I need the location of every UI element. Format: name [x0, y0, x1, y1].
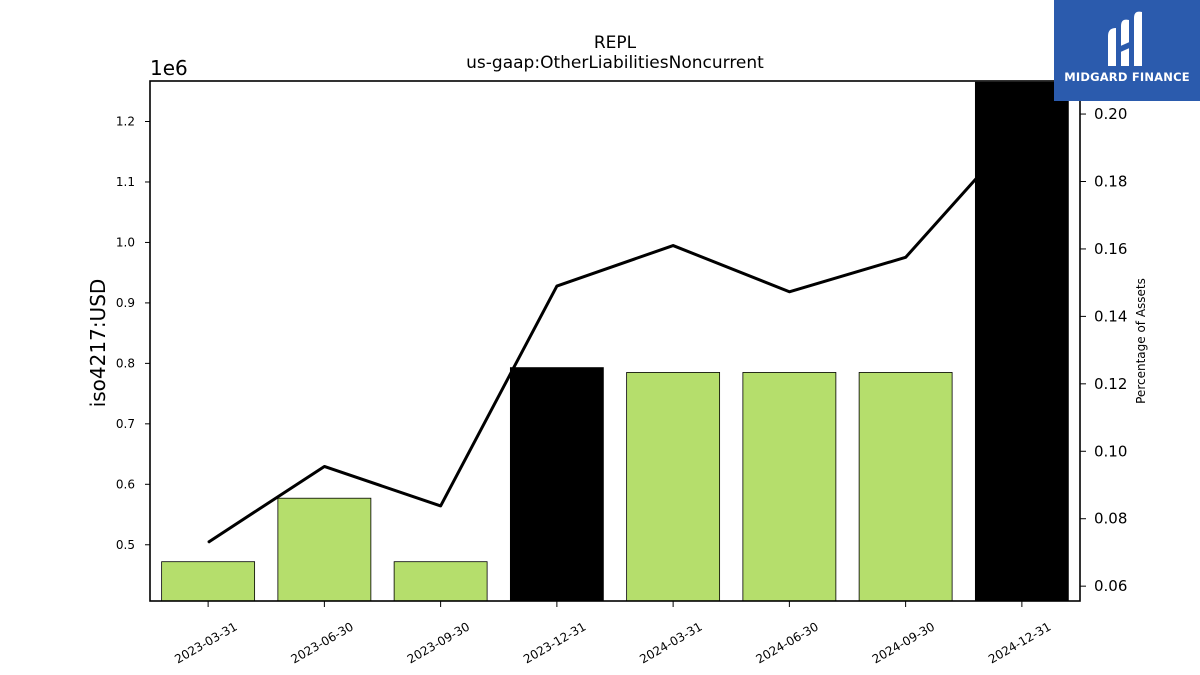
y-offset-label: 1e6: [150, 56, 188, 80]
logo-text: MIDGARD FINANCE: [1064, 70, 1190, 84]
x-tick-label: 2023-03-31: [172, 619, 239, 666]
y2-tick-label: 0.20: [1094, 105, 1127, 123]
plot-frame: [149, 80, 1081, 602]
y-tick-label: 1.2: [116, 115, 135, 129]
y2-tick-label: 0.12: [1094, 375, 1127, 393]
bar: [393, 561, 488, 602]
y-tick-label: 0.8: [116, 356, 135, 370]
y-tick-label: 1.0: [116, 235, 135, 249]
y2-tick-label: 0.14: [1094, 307, 1127, 325]
line-series: [207, 126, 1023, 544]
line-point: [788, 291, 790, 293]
x-tick-label: 2024-06-30: [753, 619, 820, 666]
y-tick-label: 1.1: [116, 175, 135, 189]
x-tick-label: 2023-09-30: [405, 619, 472, 666]
bar: [742, 372, 837, 602]
x-tick-label: 2024-09-30: [870, 619, 937, 666]
bar: [509, 367, 604, 602]
y2-tick-label: 0.10: [1094, 442, 1127, 460]
line-point: [440, 505, 442, 507]
y2-tick-label: 0.18: [1094, 172, 1127, 190]
line-point: [905, 256, 907, 258]
bar: [626, 372, 721, 602]
x-tick-label: 2024-12-31: [986, 619, 1053, 666]
y-tick-label: 0.9: [116, 296, 135, 310]
y-tick-label: 0.7: [116, 417, 135, 431]
midgard-finance-logo: MIDGARD FINANCE: [1054, 0, 1200, 101]
line-point: [207, 541, 209, 543]
y2-tick-label: 0.08: [1094, 510, 1127, 528]
x-tick-label: 2024-03-31: [637, 619, 704, 666]
logo-mark-icon: [1108, 11, 1142, 67]
chart-subtitle: us-gaap:OtherLiabilitiesNoncurrent: [466, 53, 764, 73]
y2-tick-label: 0.06: [1094, 577, 1127, 595]
y-axis-label: iso4217:USD: [86, 279, 110, 408]
bar: [277, 497, 372, 602]
line-path: [207, 126, 1023, 544]
bar: [858, 372, 953, 602]
bar: [974, 81, 1069, 602]
x-tick-label: 2023-12-31: [521, 619, 588, 666]
line-point: [672, 245, 674, 247]
line-point: [556, 285, 558, 287]
y2-axis-label: Percentage of Assets: [1134, 278, 1148, 404]
y-tick-label: 0.5: [116, 538, 135, 552]
x-tick-label: 2023-06-30: [288, 619, 355, 666]
y-tick-label: 0.6: [116, 477, 135, 491]
chart-title: REPL: [594, 33, 637, 53]
y2-tick-label: 0.16: [1094, 240, 1127, 258]
line-point: [1021, 127, 1023, 129]
bar-series: [161, 81, 1069, 602]
line-point: [323, 465, 325, 467]
bar: [161, 561, 256, 602]
